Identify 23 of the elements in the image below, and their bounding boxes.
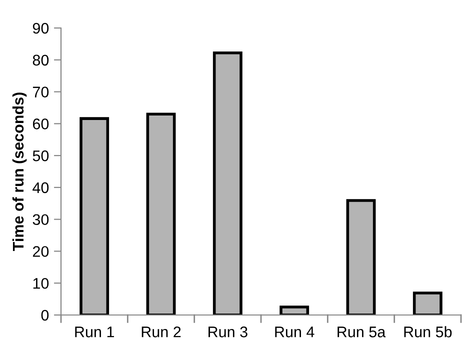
x-tick-label: Run 5b bbox=[404, 326, 452, 338]
y-tick-label: 10 bbox=[33, 278, 49, 289]
x-tick-label: Run 4 bbox=[275, 326, 314, 338]
x-tick-label: Run 1 bbox=[75, 326, 114, 338]
bar bbox=[412, 292, 442, 315]
bar bbox=[346, 199, 376, 315]
y-tick-label: 20 bbox=[32, 246, 49, 257]
y-tick-label: 70 bbox=[32, 86, 49, 98]
y-tick-label: 80 bbox=[32, 54, 49, 66]
y-tick-label: 0 bbox=[41, 310, 49, 321]
y-tick-label: 60 bbox=[32, 118, 49, 130]
x-tick-label: Run 5a bbox=[338, 326, 386, 338]
y-tick-label: 30 bbox=[32, 214, 49, 226]
bar bbox=[146, 112, 176, 315]
x-tick-label: Run 2 bbox=[142, 326, 181, 338]
y-tick-label: 90 bbox=[32, 22, 49, 34]
y-tick-label: 40 bbox=[32, 182, 49, 194]
y-tick-label: 50 bbox=[32, 150, 49, 162]
y-axis-title: Time of run (seconds) bbox=[12, 92, 27, 251]
bar bbox=[80, 117, 110, 315]
x-tick-label: Run 3 bbox=[208, 326, 248, 338]
bar bbox=[212, 51, 242, 315]
bar bbox=[280, 306, 310, 315]
